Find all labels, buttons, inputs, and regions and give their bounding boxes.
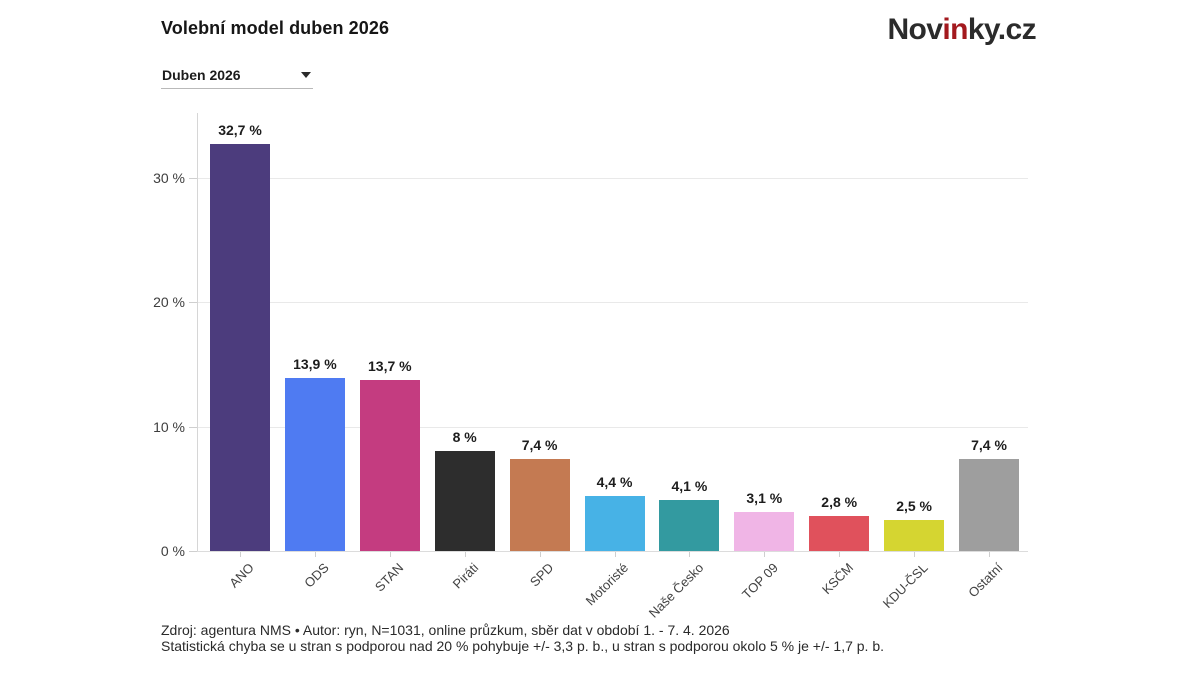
logo-text-suffix: ky.cz	[967, 13, 1037, 46]
source-line: Zdroj: agentura NMS • Autor: ryn, N=1031…	[161, 622, 730, 638]
period-dropdown[interactable]: Duben 2026	[161, 62, 313, 89]
x-axis-tick	[464, 552, 466, 557]
y-axis-label: 0 %	[160, 543, 185, 559]
gridline	[197, 302, 1028, 303]
novinky-logo: Novinky.cz	[887, 13, 1036, 47]
bar-value-label: 7,4 %	[971, 436, 1007, 453]
y-axis-tick	[189, 426, 197, 428]
x-axis-tick	[314, 552, 316, 557]
bar-value-label: 4,1 %	[671, 477, 708, 494]
y-axis-label: 30 %	[153, 169, 185, 186]
bar	[284, 377, 345, 551]
y-axis-label: 10 %	[153, 418, 185, 435]
bar	[659, 499, 720, 551]
logo-text-highlight: in	[942, 13, 968, 46]
chevron-down-icon	[301, 72, 311, 78]
bar-value-label: 32,7 %	[218, 121, 262, 138]
bar	[884, 519, 945, 551]
stat-error-line: Statistická chyba se u stran s podporou …	[161, 638, 885, 654]
bar	[734, 512, 795, 551]
bar-value-label: 4,4 %	[596, 474, 633, 491]
bar-value-label: 8 %	[452, 429, 477, 446]
bar	[584, 496, 645, 551]
gridline	[197, 177, 1028, 179]
bar-value-label: 13,7 %	[368, 358, 412, 375]
x-axis-tick	[764, 552, 766, 557]
x-axis-tick	[914, 552, 916, 557]
x-axis-tick	[389, 552, 391, 557]
bar-value-label: 2,8 %	[821, 494, 858, 511]
x-axis-tick	[539, 552, 541, 557]
bar	[210, 143, 270, 551]
source-note: Zdroj: agentura NMS • Autor: ryn, N=1031…	[161, 622, 884, 654]
bar	[959, 458, 1019, 551]
x-axis-tick	[989, 552, 990, 557]
bar-value-label: 13,9 %	[293, 355, 337, 372]
logo-text-prefix: Nov	[887, 13, 943, 46]
bar-value-label: 3,1 %	[746, 490, 783, 507]
y-axis-tick	[189, 551, 197, 552]
bar	[434, 451, 495, 551]
y-axis-tick	[189, 302, 197, 303]
page-title: Volební model duben 2026	[161, 18, 390, 38]
x-axis-label-text: Ostatní	[965, 560, 1006, 601]
bar	[359, 380, 420, 551]
bar	[809, 516, 870, 551]
x-axis-label: Ostatní	[875, 559, 1005, 600]
x-axis-tick	[839, 552, 841, 557]
gridline	[197, 551, 1028, 552]
y-axis-tick	[189, 177, 197, 179]
bar-value-label: 7,4 %	[521, 436, 558, 453]
x-axis-tick	[240, 552, 241, 557]
gridline	[197, 426, 1028, 428]
x-axis-tick	[614, 552, 616, 557]
period-dropdown-value: Duben 2026	[162, 67, 241, 83]
y-axis-label: 20 %	[153, 294, 185, 310]
y-axis-line	[197, 113, 198, 551]
bar	[509, 458, 570, 551]
bar-value-label: 2,5 %	[896, 497, 932, 514]
x-axis-tick	[689, 552, 691, 557]
